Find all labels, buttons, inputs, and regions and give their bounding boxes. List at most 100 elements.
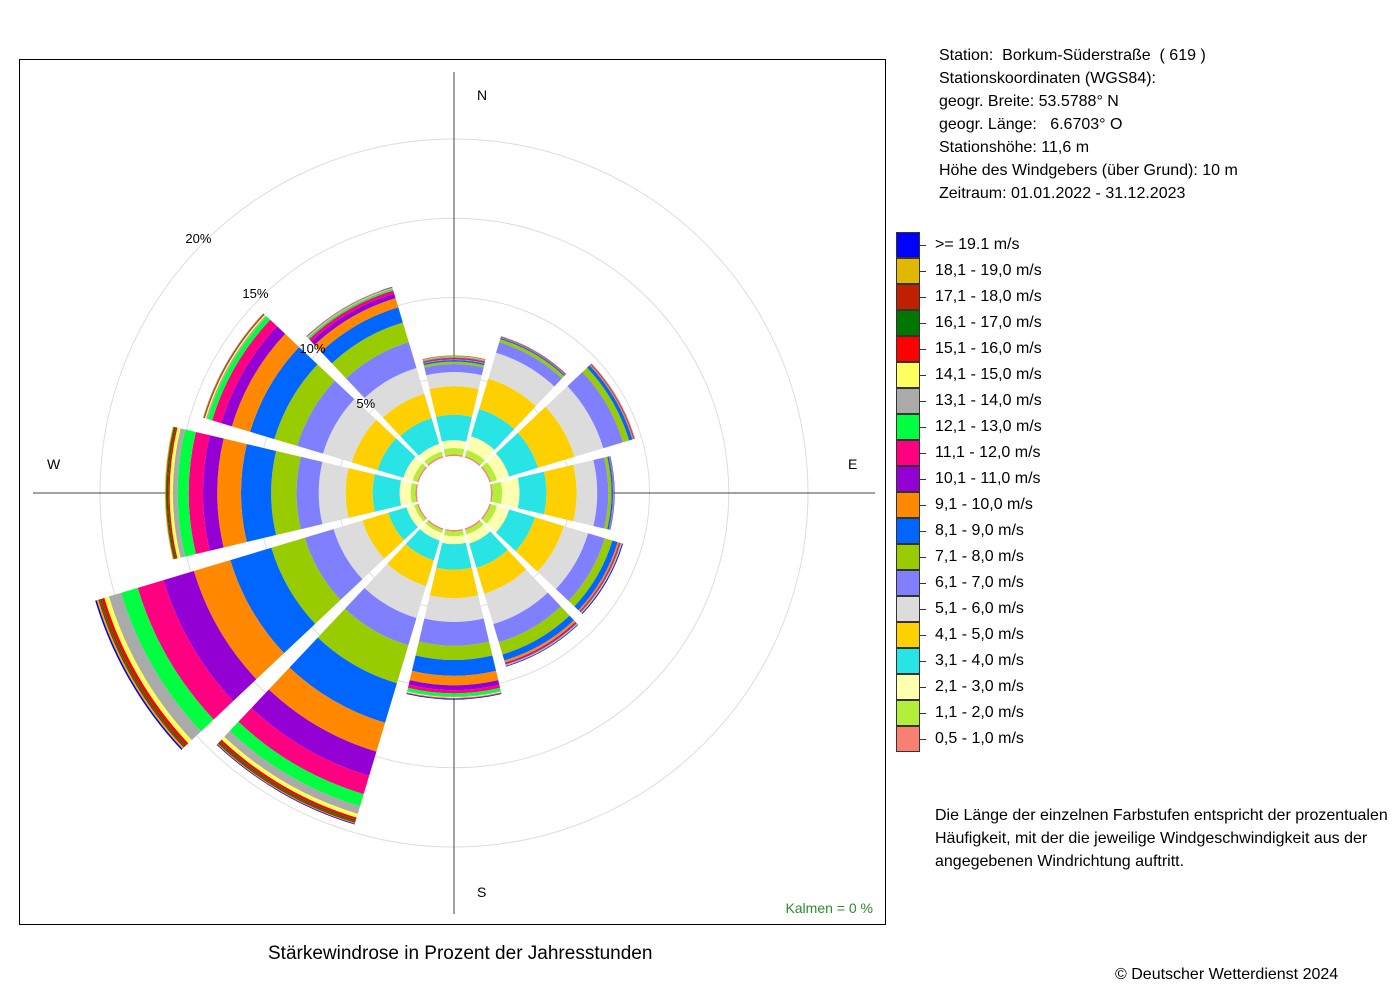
legend-tick (920, 661, 926, 662)
legend-swatch (896, 700, 920, 726)
sector-210-class-2 (425, 521, 443, 533)
legend-tick (920, 557, 926, 558)
legend-tick (920, 427, 926, 428)
sector-120-class-9 (574, 540, 618, 611)
sector-330-class-12 (309, 290, 395, 342)
sector-300-class-2 (412, 463, 426, 482)
sector-0-class-12 (422, 357, 486, 363)
legend-label: 6,1 - 7,0 m/s (935, 574, 1024, 591)
sector-90-class-14 (609, 456, 615, 530)
sector-150-class-9 (502, 615, 574, 661)
sector-270-class-3 (399, 480, 412, 506)
sector-330-class-9 (321, 307, 403, 364)
station-elevation: Stationshöhe: 11,6 m (939, 139, 1090, 156)
sector-90-class-4 (517, 471, 547, 515)
sector-90-class-20 (610, 456, 615, 530)
sector-300-class-10 (231, 333, 300, 432)
sector-270-class-15 (169, 427, 181, 559)
sector-210-class-8 (317, 608, 409, 684)
sector-270-class-16 (168, 427, 178, 559)
legend-label: 4,1 - 5,0 m/s (935, 626, 1024, 643)
legend-label: 5,1 - 6,0 m/s (935, 600, 1024, 617)
legend-tick (920, 245, 926, 246)
sector-270-class-12 (188, 431, 210, 555)
legend-swatch (896, 232, 920, 258)
sector-120-class-4 (495, 509, 535, 551)
legend-label: 16,1 - 17,0 m/s (935, 314, 1042, 331)
sector-150-class-1 (464, 519, 481, 530)
sector-180-class-5 (429, 567, 479, 599)
sector-180-class-19 (406, 693, 502, 699)
sector-240-class-5 (362, 512, 404, 559)
legend-swatch (896, 726, 920, 752)
sector-240-class-3 (406, 505, 424, 528)
sector-210-class-5 (387, 544, 434, 587)
legend-tick (920, 375, 926, 376)
sector-240-class-12 (137, 580, 234, 720)
legend-label: 1,1 - 2,0 m/s (935, 704, 1024, 721)
compass-north-label: N (477, 87, 488, 103)
station-info: Station: Borkum-Süderstraße ( 619 ) Stat… (939, 44, 1238, 205)
sector-270-class-5 (345, 468, 375, 518)
sector-270-class-2 (410, 483, 417, 503)
legend-tick (920, 271, 926, 272)
sector-0-class-8 (423, 361, 485, 368)
legend-tick (920, 505, 926, 506)
legend-label: 9,1 - 10,0 m/s (935, 496, 1033, 513)
sector-180-class-15 (406, 691, 502, 699)
sector-90-class-12 (609, 456, 614, 530)
sector-300-class-8 (274, 364, 335, 446)
legend-swatch (896, 284, 920, 310)
station-name: Station: Borkum-Süderstraße ( 619 ) (939, 47, 1206, 64)
sector-300-class-9 (250, 346, 318, 440)
sector-120-class-2 (482, 504, 498, 524)
sector-270-class-19 (164, 426, 174, 560)
sector-300-class-12 (212, 319, 278, 424)
sector-180-class-12 (407, 684, 501, 694)
sector-150-class-5 (476, 549, 527, 594)
sector-330-class-4 (400, 418, 440, 456)
legend-label: 14,1 - 15,0 m/s (935, 366, 1042, 383)
sector-210-class-12 (238, 707, 370, 795)
sector-90-class-9 (607, 456, 614, 530)
sector-90-class-13 (609, 456, 614, 530)
sector-0-class-15 (422, 356, 486, 361)
legend-swatch (896, 258, 920, 284)
legend-swatch (896, 362, 920, 388)
ring-label-3: 15% (242, 286, 268, 301)
sector-240-class-13 (121, 587, 214, 732)
sector-300-class-11 (221, 326, 286, 427)
sector-180-class-7 (418, 618, 490, 646)
ring-label-4: 20% (185, 231, 211, 246)
sector-180-class-13 (407, 687, 501, 697)
sector-120-class-7 (555, 533, 605, 601)
legend-label: 17,1 - 18,0 m/s (935, 288, 1042, 305)
sector-240-class-2 (414, 504, 426, 522)
sector-180-class-17 (406, 692, 502, 699)
sector-0-class-19 (422, 355, 486, 360)
sector-90-class-3 (500, 477, 520, 509)
sector-240-class-11 (163, 571, 257, 701)
sector-270-class-17 (166, 426, 176, 560)
legend-swatch (896, 570, 920, 596)
legend-swatch (896, 310, 920, 336)
sector-210-class-3 (419, 523, 442, 541)
sector-180-class-2 (444, 530, 464, 537)
sector-90-class-1 (490, 484, 493, 502)
sector-0-class-3 (441, 440, 467, 450)
sector-0-class-18 (422, 355, 486, 360)
sector-150-class-2 (465, 521, 484, 535)
sector-60-class-4 (495, 432, 539, 477)
sector-90-class-16 (609, 456, 615, 530)
sector-90-class-10 (608, 456, 614, 530)
station-latitude: geogr. Breite: 53.5788° N (939, 93, 1119, 110)
legend-swatch (896, 674, 920, 700)
sector-270-class-13 (177, 429, 196, 557)
legend-label: 11,1 - 12,0 m/s (935, 444, 1041, 461)
sector-150-class-10 (504, 620, 576, 663)
sector-300-class-1 (417, 466, 428, 483)
sector-240-class-10 (193, 560, 285, 680)
sector-60-class-6 (545, 386, 604, 457)
sector-180-class-18 (406, 692, 502, 699)
legend-tick (920, 583, 926, 584)
